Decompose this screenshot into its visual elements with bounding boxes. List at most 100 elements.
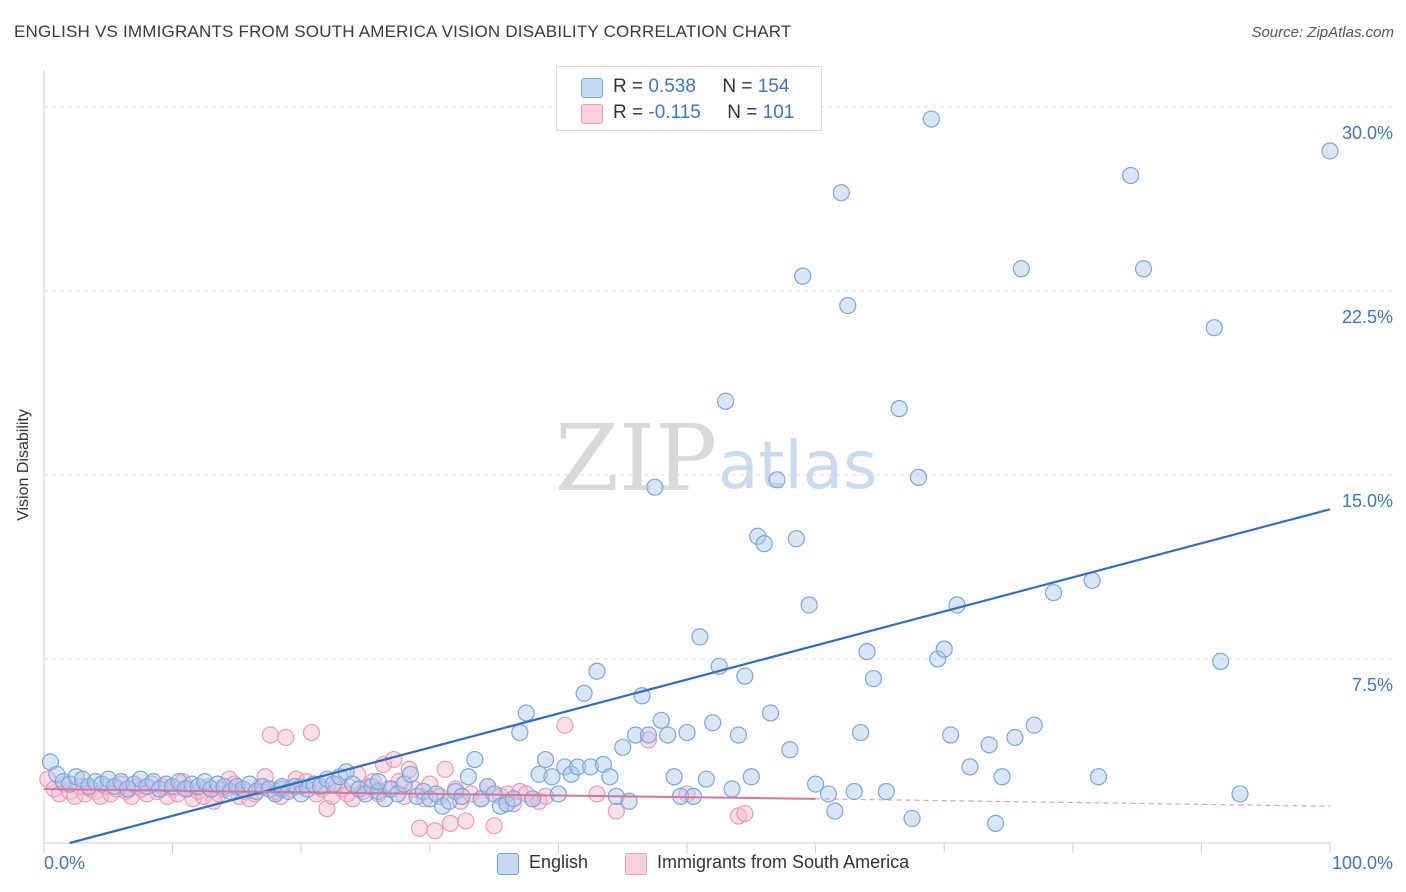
english-swatch bbox=[497, 853, 519, 875]
r-value: -0.115 bbox=[648, 102, 701, 123]
immigrants-point bbox=[302, 723, 321, 742]
english-point bbox=[832, 184, 850, 202]
english-point bbox=[678, 723, 696, 742]
english-point bbox=[922, 110, 940, 128]
english-point bbox=[845, 782, 863, 801]
tick-labels: 7.5% 15.0% 22.5% 30.0% 0.0% 100.0% bbox=[44, 123, 1393, 873]
english-point bbox=[511, 723, 529, 742]
y-tick-label: 22.5% bbox=[1342, 307, 1393, 327]
english-point bbox=[639, 726, 658, 744]
english-point bbox=[852, 723, 870, 742]
x-tick-label: 100.0% bbox=[1332, 853, 1393, 873]
english-point bbox=[530, 765, 548, 783]
english-point bbox=[800, 596, 818, 614]
n-value: 154 bbox=[757, 76, 790, 97]
english-swatch bbox=[581, 78, 603, 98]
x-tick-label: 0.0% bbox=[44, 853, 85, 873]
english-point bbox=[601, 768, 619, 786]
english-point bbox=[980, 736, 998, 754]
english-point bbox=[1321, 142, 1339, 160]
english-point bbox=[729, 726, 748, 744]
source-label: Source: ZipAtlas.com bbox=[1251, 24, 1394, 41]
english-trend-line bbox=[69, 508, 1331, 845]
english-point bbox=[929, 650, 947, 668]
english-point bbox=[697, 770, 715, 788]
correlation-legend: R = 0.538 N = 154 R = -0.115 N = 101 bbox=[556, 66, 822, 131]
english-point bbox=[787, 530, 805, 548]
english-point bbox=[1231, 785, 1249, 803]
english-point bbox=[704, 714, 722, 732]
immigrants-point bbox=[261, 726, 279, 744]
gridlines bbox=[44, 106, 1393, 660]
immigrants-swatch bbox=[625, 853, 647, 875]
immigrants-point bbox=[426, 822, 444, 840]
english-point bbox=[819, 785, 838, 803]
english-point bbox=[691, 628, 709, 646]
english-point bbox=[575, 684, 593, 702]
english-point bbox=[614, 738, 632, 756]
r-label: R = bbox=[613, 76, 644, 97]
english-point bbox=[569, 758, 587, 776]
english-point bbox=[794, 267, 812, 285]
chart-title: ENGLISH VS IMMIGRANTS FROM SOUTH AMERICA… bbox=[14, 22, 792, 41]
english-point bbox=[369, 773, 387, 791]
immigrants-point bbox=[639, 731, 658, 749]
english-point bbox=[742, 768, 760, 786]
english-point bbox=[395, 775, 413, 793]
immigrants-point bbox=[410, 819, 429, 837]
english-point bbox=[961, 758, 979, 776]
english-point bbox=[993, 768, 1011, 786]
immigrants-point bbox=[736, 804, 754, 823]
immigrants-point bbox=[485, 817, 503, 835]
english-point bbox=[646, 478, 664, 496]
english-point bbox=[652, 711, 670, 729]
english-point bbox=[459, 768, 477, 786]
english-point bbox=[524, 790, 542, 808]
y-axis-label: Vision Disability bbox=[15, 409, 32, 521]
immigrants-point bbox=[441, 814, 459, 832]
english-point bbox=[1205, 319, 1223, 337]
english-point bbox=[755, 535, 773, 553]
r-label: R = bbox=[613, 102, 644, 123]
english-point bbox=[768, 471, 786, 489]
watermark-atlas: atlas bbox=[718, 427, 878, 504]
english-point bbox=[1006, 728, 1024, 747]
english-point bbox=[806, 775, 825, 793]
y-tick-label: 7.5% bbox=[1352, 675, 1393, 695]
immigrants-point bbox=[457, 812, 475, 830]
english-point bbox=[376, 790, 394, 808]
legend-label-immigrants: Immigrants from South America bbox=[657, 852, 910, 872]
english-point bbox=[626, 726, 645, 744]
legend-label-english: English bbox=[529, 852, 589, 872]
n-value: 101 bbox=[762, 102, 795, 123]
english-point bbox=[781, 741, 799, 759]
watermark: ZIP atlas bbox=[555, 405, 878, 512]
immigrants-point bbox=[436, 760, 454, 778]
immigrants-point bbox=[277, 728, 295, 747]
english-point bbox=[466, 750, 484, 769]
english-point bbox=[761, 704, 780, 722]
english-point bbox=[588, 662, 606, 680]
english-point bbox=[1044, 584, 1063, 602]
english-point bbox=[1212, 652, 1230, 671]
immigrants-trend-extension bbox=[815, 798, 1331, 807]
english-point bbox=[716, 392, 735, 410]
english-point bbox=[890, 400, 908, 418]
english-point bbox=[549, 785, 568, 803]
english-point bbox=[1134, 260, 1153, 278]
english-point bbox=[1122, 166, 1140, 185]
english-point bbox=[858, 642, 876, 661]
english-point bbox=[909, 468, 928, 486]
y-tick-label: 30.0% bbox=[1342, 123, 1393, 143]
english-point bbox=[987, 814, 1005, 832]
n-label: N = bbox=[722, 76, 753, 97]
trend-lines bbox=[43, 508, 1331, 845]
immigrants-point bbox=[556, 716, 574, 734]
watermark-zip: ZIP bbox=[555, 405, 717, 512]
axes bbox=[43, 70, 1331, 853]
english-point bbox=[536, 750, 555, 769]
english-point bbox=[723, 780, 741, 798]
english-point bbox=[453, 787, 471, 805]
english-point bbox=[877, 782, 895, 801]
y-tick-label: 15.0% bbox=[1342, 491, 1393, 511]
